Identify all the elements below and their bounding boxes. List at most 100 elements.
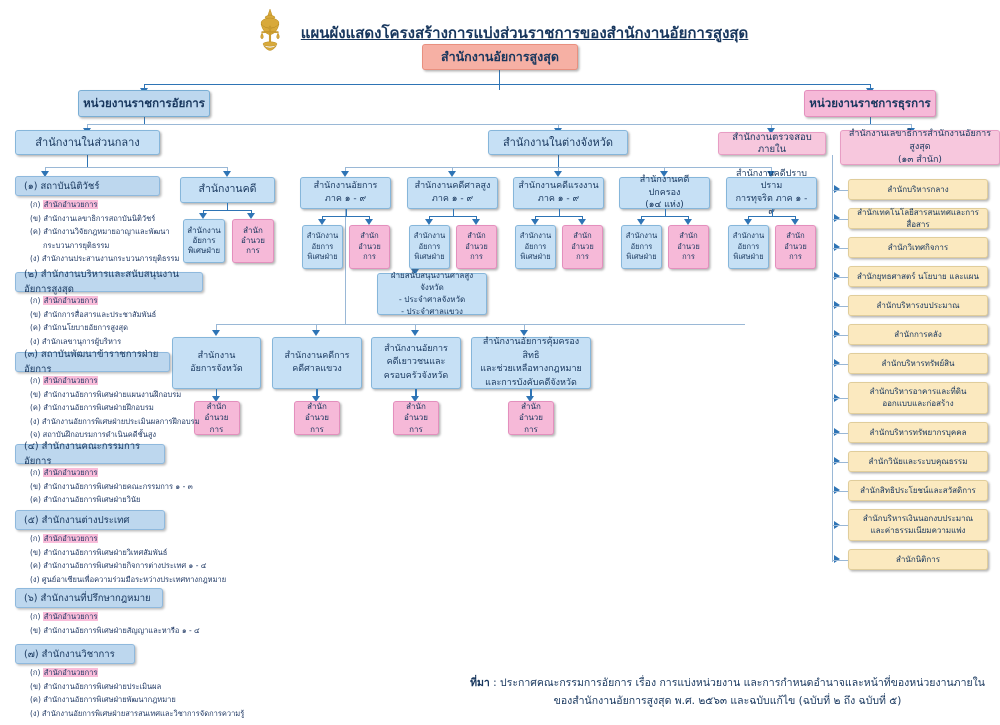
secretariat-office-3[interactable]: สำนักวิเทศกิจการ xyxy=(848,237,988,258)
juvenile-family-office-admin-division[interactable]: สำนัก อำนวยการ xyxy=(393,401,439,435)
central-group-4-item-2[interactable]: (ข) สำนักงานอัยการพิเศษฝ่ายคณะกรรมการ ๑ … xyxy=(30,481,193,493)
branch-prosecution-agencies[interactable]: หน่วยงานราชการอัยการ xyxy=(78,90,210,117)
central-group-header-5[interactable]: (๕) สำนักงานต่างประเทศ xyxy=(15,510,165,530)
district-court-case-office-admin-division[interactable]: สำนัก อำนวยการ xyxy=(294,401,340,435)
rights-protection-office-admin-division[interactable]: สำนัก อำนวยการ xyxy=(508,401,554,435)
connector xyxy=(345,167,346,173)
region-labour-case-child-admin-division[interactable]: สำนัก อำนวยการ xyxy=(562,225,603,269)
node-internal-audit-office[interactable]: สำนักงานตรวจสอบภายใน xyxy=(718,132,826,155)
node-district-court-case-office[interactable]: สำนักงานคดีการ คดีศาลแขวง xyxy=(272,337,362,389)
region-prosecution-child-special-division[interactable]: สำนักงาน อัยการ พิเศษฝ่าย xyxy=(302,225,343,269)
central-group-header-2[interactable]: (๒) สำนักงานบริหารและสนับสนุนงานอัยการสู… xyxy=(15,269,203,295)
node-region-supreme-court-case[interactable]: สำนักงานคดีศาลสูง ภาค ๑ - ๙ xyxy=(407,177,498,209)
connector xyxy=(203,210,251,212)
case-office-child-admin-division[interactable]: สำนัก อำนวยการ xyxy=(232,219,274,263)
secretariat-office-12[interactable]: สำนักบริหารเงินนอกงบประมาณ และค่าธรรมเนี… xyxy=(848,509,988,541)
connector xyxy=(771,124,911,125)
region-protection-case-child-special-division[interactable]: สำนักงาน อัยการ พิเศษฝ่าย xyxy=(621,225,662,269)
node-provincial-attorney-office[interactable]: สำนักงาน อัยการจังหวัด xyxy=(172,337,261,389)
node-region-labour-case[interactable]: สำนักงานคดีแรงงาน ภาค ๑ - ๙ xyxy=(513,177,604,209)
secretariat-office-1[interactable]: สำนักบริหารกลาง xyxy=(848,179,988,200)
arrow-icon xyxy=(312,396,321,402)
secretariat-office-7[interactable]: สำนักบริหารทรัพย์สิน xyxy=(848,353,988,374)
secretariat-office-6[interactable]: สำนักการคลัง xyxy=(848,324,988,345)
central-group-3-item-4[interactable]: (ง) สำนักงานอัยการพิเศษฝ่ายประเมินผลการฝ… xyxy=(30,416,200,428)
arrow-icon xyxy=(198,213,207,219)
secretariat-office-4[interactable]: สำนักยุทธศาสตร์ นโยบาย และแผน xyxy=(848,266,988,287)
connector xyxy=(833,334,848,336)
item-label: สำนักงานอัยการพิเศษฝ่ายประเมินผลการฝึกอบ… xyxy=(41,416,200,426)
secretariat-office-13[interactable]: สำนักนิติการ xyxy=(848,549,988,570)
central-group-2-item-1[interactable]: (ก) สำนักอำนวยการ xyxy=(30,295,156,307)
secretariat-office-8[interactable]: สำนักบริหารอาคารและที่ดิน ออกแบบและก่อสร… xyxy=(848,382,988,414)
node-provincial-offices[interactable]: สำนักงานในต่างจังหวัด xyxy=(488,130,628,155)
central-group-header-6[interactable]: (๖) สำนักงานที่ปรึกษากฎหมาย xyxy=(15,588,163,608)
central-group-6-item-1[interactable]: (ก) สำนักอำนวยการ xyxy=(30,611,200,623)
central-group-title-4: (๔) สำนักงานคณะกรรมการอัยการ xyxy=(24,441,141,467)
item-label: สำนักงานอัยการพิเศษฝ่ายวิเทศสัมพันธ์ xyxy=(43,547,168,557)
node-region-prosecution[interactable]: สำนักงานอัยการ ภาค ๑ - ๙ xyxy=(300,177,391,209)
secretariat-office-5[interactable]: สำนักบริหารงบประมาณ xyxy=(848,295,988,316)
node-juvenile-family-office[interactable]: สำนักงานอัยการ คดีเยาวชนและ ครอบครัวจังห… xyxy=(371,337,461,389)
region-anticorruption-case-child-admin-division[interactable]: สำนัก อำนวยการ xyxy=(775,225,816,269)
branch-administrative-agencies[interactable]: หน่วยงานราชการธุรการ xyxy=(804,90,936,117)
node-case-office[interactable]: สำนักงานคดี xyxy=(180,177,275,203)
central-group-6-item-2[interactable]: (ข) สำนักงานอัยการพิเศษฝ่ายสัญญาและหารือ… xyxy=(30,625,200,637)
region-anticorruption-case-line1: สำนักงานคดีปราบปราม xyxy=(736,168,807,192)
central-group-1-item-2[interactable]: (ข) สำนักงานเลขาธิการสถาบันนิติวัชร์ xyxy=(30,213,179,225)
connector xyxy=(833,432,848,434)
region-supreme-court-case-child-special-division[interactable]: สำนักงาน อัยการ พิเศษฝ่าย xyxy=(409,225,450,269)
central-group-3-item-1[interactable]: (ก) สำนักอำนวยการ xyxy=(30,375,200,387)
central-group-4-item-1[interactable]: (ก) สำนักอำนวยการ xyxy=(30,467,193,479)
secretariat-office-9[interactable]: สำนักบริหารทรัพยากรบุคคล xyxy=(848,422,988,443)
central-group-5-item-3[interactable]: (ค) สำนักงานอัยการพิเศษฝ่ายกิจการต่างประ… xyxy=(30,560,226,572)
central-group-7-item-3[interactable]: (ค) สำนักงานอัยการพิเศษฝ่ายพัฒนากฎหมาย xyxy=(30,694,244,706)
central-group-4-item-3[interactable]: (ค) สำนักงานอัยการพิเศษฝ่ายวินัย xyxy=(30,494,193,506)
node-region-protection-case[interactable]: สำนักงานคดีปกครอง (๑๔ แห่ง) xyxy=(619,175,710,210)
central-group-7-item-2[interactable]: (ข) สำนักงานอัยการพิเศษฝ่ายประเมินผล xyxy=(30,681,244,693)
connector xyxy=(771,209,773,217)
central-group-5-item-1[interactable]: (ก) สำนักอำนวยการ xyxy=(30,533,226,545)
region-prosecution-child-admin-division[interactable]: สำนัก อำนวยการ xyxy=(349,225,390,269)
central-group-header-1[interactable]: (๑) สถาบันนิติวัชร์ xyxy=(15,176,160,196)
provincial-attorney-office-admin-division[interactable]: สำนัก อำนวยการ xyxy=(193,401,240,435)
central-group-7-item-1[interactable]: (ก) สำนักอำนวยการ xyxy=(30,667,244,679)
case-office-child-special-division[interactable]: สำนักงาน อัยการ พิเศษฝ่าย xyxy=(183,219,225,263)
central-group-1-item-4[interactable]: (ง) สำนักงานประสานงานกระบวนการยุติธรรม xyxy=(30,253,179,265)
secretariat-office-10[interactable]: สำนักวินัยและระบบคุณธรรม xyxy=(848,451,988,472)
central-group-5-item-2[interactable]: (ข) สำนักงานอัยการพิเศษฝ่ายวิเทศสัมพันธ์ xyxy=(30,547,226,559)
root-node-attorney-general-office[interactable]: สำนักงานอัยการสูงสุด xyxy=(422,44,578,70)
central-group-1-item-3[interactable]: (ค) สำนักงานวิจัยกฎหมายอาญาและพัฒนา xyxy=(30,226,179,238)
connector xyxy=(833,276,848,278)
region-supreme-court-case-child-admin-division[interactable]: สำนัก อำนวยการ xyxy=(456,225,497,269)
central-group-3-item-2[interactable]: (ข) สำนักงานอัยการพิเศษฝ่ายแผนงานฝึกอบรม xyxy=(30,389,200,401)
node-support-unit-high-court[interactable]: ฝ่ายสนับสนุนงานศาลสูงจังหวัด - ประจำศาลจ… xyxy=(377,271,487,316)
arrow-icon xyxy=(790,219,799,225)
arrow-icon xyxy=(410,269,419,275)
secretariat-office-2[interactable]: สำนักเทคโนโลยีสารสนเทศและการสื่อสาร xyxy=(848,208,988,229)
central-group-header-4[interactable]: (๔) สำนักงานคณะกรรมการอัยการ xyxy=(15,441,165,467)
central-group-2-item-3[interactable]: (ค) สำนักนโยบายอัยการสูงสุด xyxy=(30,322,156,334)
central-group-2-item-4[interactable]: (ง) สำนักเลขานุการผู้บริหาร xyxy=(30,336,156,348)
region-protection-case-child-admin-division[interactable]: สำนัก อำนวยการ xyxy=(668,225,709,269)
central-group-3-item-5[interactable]: (จ) สถาบันฝึกอบรมการดำเนินคดีชั้นสูง xyxy=(30,429,200,441)
node-secretariat-office[interactable]: สำนักงานเลขาธิการสำนักงานอัยการสูงสุด (๑… xyxy=(840,129,1000,165)
region-anticorruption-case-child-special-division[interactable]: สำนักงาน อัยการ พิเศษฝ่าย xyxy=(728,225,769,269)
node-rights-protection-office[interactable]: สำนักงานอัยการคุ้มครองสิทธิ และช่วยเหลือ… xyxy=(471,337,591,389)
item-label: สำนักอำนวยการ xyxy=(42,612,99,621)
central-group-1-item-1[interactable]: (ก) สำนักอำนวยการ xyxy=(30,199,179,211)
region-supreme-court-case-line2: ภาค ๑ - ๙ xyxy=(431,194,474,204)
central-group-5-item-4[interactable]: (ง) ศูนย์อาเซียนเพื่อความร่วมมือระหว่างป… xyxy=(30,574,226,586)
central-group-items-7: (ก) สำนักอำนวยการ (ข) สำนักงานอัยการพิเศษ… xyxy=(30,667,244,721)
central-group-2-item-2[interactable]: (ข) สำนักการสื่อสารและประชาสัมพันธ์ xyxy=(30,309,156,321)
central-group-header-7[interactable]: (๗) สำนักงานวิชาการ xyxy=(15,644,135,664)
item-prefix: (ง) xyxy=(30,254,42,263)
connector xyxy=(870,117,872,125)
central-group-7-item-4[interactable]: (ง) สำนักงานอัยการพิเศษฝ่ายสารสนเทศและวิ… xyxy=(30,708,244,720)
node-central-offices[interactable]: สำนักงานในส่วนกลาง xyxy=(15,130,160,155)
region-labour-case-child-special-division[interactable]: สำนักงาน อัยการ พิเศษฝ่าย xyxy=(515,225,556,269)
secretariat-office-11[interactable]: สำนักสิทธิประโยชน์และสวัสดิการ xyxy=(848,480,988,501)
central-group-3-item-3[interactable]: (ค) สำนักงานอัยการพิเศษฝ่ายฝึกอบรม xyxy=(30,402,200,414)
central-group-header-3[interactable]: (๓) สถาบันพัฒนาข้าราชการฝ่ายอัยการ xyxy=(15,349,170,375)
